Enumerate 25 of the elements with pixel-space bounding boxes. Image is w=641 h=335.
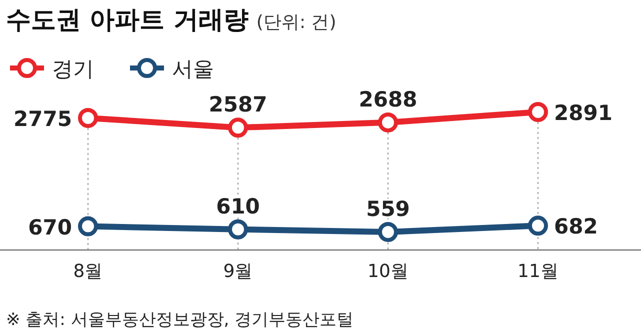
legend-label: 서울 [172, 57, 214, 81]
text: ※ 출처: 서울부동산정보광장, 경기부동산포털 [6, 310, 354, 330]
point [528, 102, 548, 122]
point [78, 216, 98, 236]
data-label: 2775 [14, 106, 72, 131]
data-label: 2688 [358, 87, 418, 112]
point [78, 108, 98, 128]
chart-subtitle: (단위: 건) [256, 12, 336, 33]
point [378, 112, 398, 132]
x-tick-label: 8월 [73, 261, 103, 282]
data-label: 610 [216, 194, 260, 218]
point [228, 219, 248, 240]
x-tick-label: 11월 [518, 261, 558, 282]
data-label: 2587 [208, 92, 268, 117]
point [528, 216, 548, 236]
data-label: 559 [366, 197, 410, 221]
data-label: 682 [554, 214, 598, 239]
x-tick-label: 10월 [368, 261, 408, 282]
point [378, 222, 398, 242]
data-label: 670 [28, 215, 72, 240]
data-label: 2891 [554, 101, 612, 125]
x-tick-label: 9월 [223, 261, 253, 282]
legend-label: 경기 [52, 57, 94, 81]
chart-title: 수도권 아파트 거래량 [6, 5, 248, 34]
point [228, 118, 248, 138]
